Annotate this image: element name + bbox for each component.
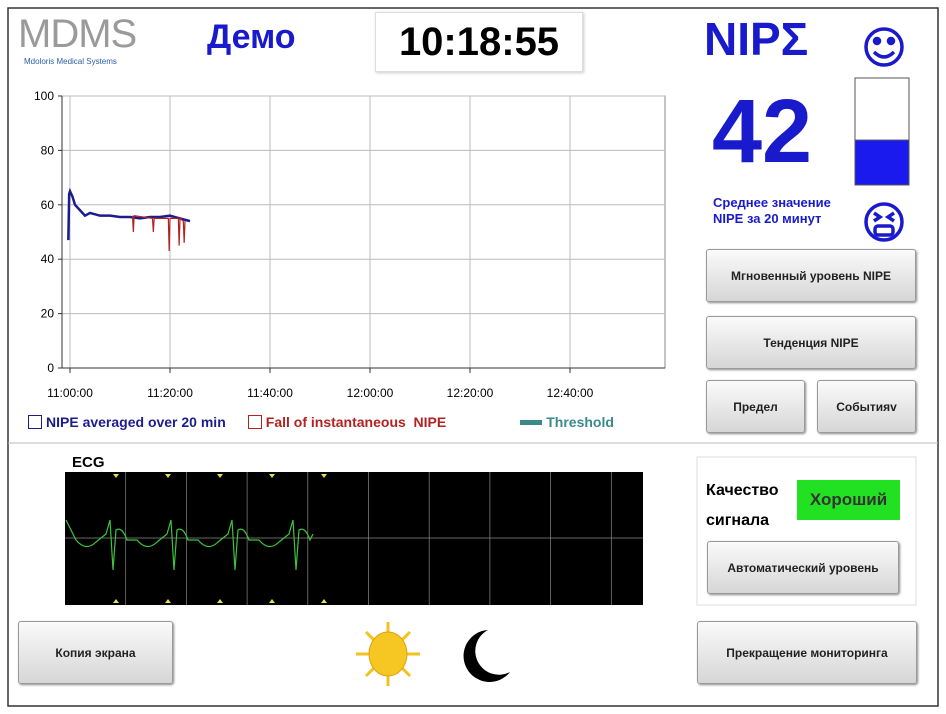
caption-line: Среднее значение <box>713 195 831 210</box>
ecg-marker <box>217 474 223 478</box>
quality-line: Качество <box>706 482 779 499</box>
ecg-marker <box>113 474 119 478</box>
series-line <box>131 214 186 252</box>
mode-label: Демо <box>207 18 296 56</box>
legend-label: Threshold <box>546 414 614 430</box>
events-button[interactable]: Событияv <box>817 380 916 433</box>
ecg-marker <box>321 599 327 603</box>
quality-line: сигнала <box>706 512 770 529</box>
ecg-marker <box>165 599 171 603</box>
legend: NIPE averaged over 20 min Fall of instant… <box>28 414 614 430</box>
instant-button[interactable]: Мгновенный уровень NIPE <box>706 249 916 302</box>
legend-item: Fall of instantaneous NIPE <box>247 414 447 430</box>
trend-button[interactable]: Тенденция NIPE <box>706 316 916 369</box>
ecg-screen <box>65 472 643 605</box>
frame <box>7 7 939 707</box>
clock: 10:18:55 <box>375 12 583 72</box>
y-tick-label: 100 <box>34 89 54 103</box>
happy-icon <box>864 27 904 67</box>
gauge-fill <box>854 139 910 186</box>
legend-item: NIPE averaged over 20 min <box>28 414 226 430</box>
logo: MDMS <box>18 12 137 56</box>
ecg-marker <box>321 474 327 478</box>
pain-icon <box>864 202 904 242</box>
y-tick-label: 20 <box>41 307 55 321</box>
ecg-label: ECG <box>72 454 105 471</box>
quality-label: Качество сигнала <box>706 476 779 536</box>
legend-swatch <box>520 419 543 425</box>
y-tick-label: 80 <box>41 143 55 157</box>
ecg-marker <box>165 474 171 478</box>
logo-subtitle: Mdoloris Medical Systems <box>24 57 117 66</box>
ecg-trace <box>65 519 314 571</box>
ecg-marker <box>269 599 275 603</box>
legend-swatch <box>247 415 262 429</box>
x-tick-label: 11:00:00 <box>47 386 93 400</box>
night-mode-icon[interactable] <box>463 630 510 682</box>
y-tick-label: 0 <box>47 361 54 375</box>
legend-swatch <box>28 415 42 429</box>
ecg-marker <box>269 474 275 478</box>
y-tick-label: 60 <box>41 198 55 212</box>
day-mode-icon[interactable] <box>356 622 420 686</box>
stop-button[interactable]: Прекращение мониторинга <box>697 621 917 684</box>
ecg-marker <box>217 599 223 603</box>
plot-area <box>61 95 666 369</box>
x-tick-label: 11:20:00 <box>147 386 193 400</box>
nipe-value: 42 <box>712 82 813 182</box>
nipe-caption: Среднее значение NIPE за 20 минут <box>713 195 831 227</box>
quality-status-box <box>797 480 900 520</box>
y-tick-label: 40 <box>41 252 55 266</box>
quality-status: Хороший <box>809 490 888 509</box>
auto-level-button[interactable]: Автоматический уровень <box>707 541 899 594</box>
legend-item: Threshold <box>520 414 614 430</box>
x-tick-label: 12:00:00 <box>347 386 394 400</box>
ecg-marker <box>113 599 119 603</box>
index-name: NIPΣ <box>704 13 809 65</box>
legend-label: NIPE averaged over 20 min <box>46 414 226 430</box>
x-tick-label: 12:40:00 <box>547 386 594 400</box>
x-tick-label: 11:40:00 <box>247 386 293 400</box>
screenshot-button[interactable]: Копия экрана <box>18 621 173 684</box>
legend-label: Fall of instantaneous NIPE <box>265 414 447 430</box>
limit-button[interactable]: Предел <box>706 380 805 433</box>
caption-line: NIPE за 20 минут <box>713 211 822 226</box>
series-line <box>67 187 191 241</box>
x-tick-label: 12:20:00 <box>447 386 494 400</box>
